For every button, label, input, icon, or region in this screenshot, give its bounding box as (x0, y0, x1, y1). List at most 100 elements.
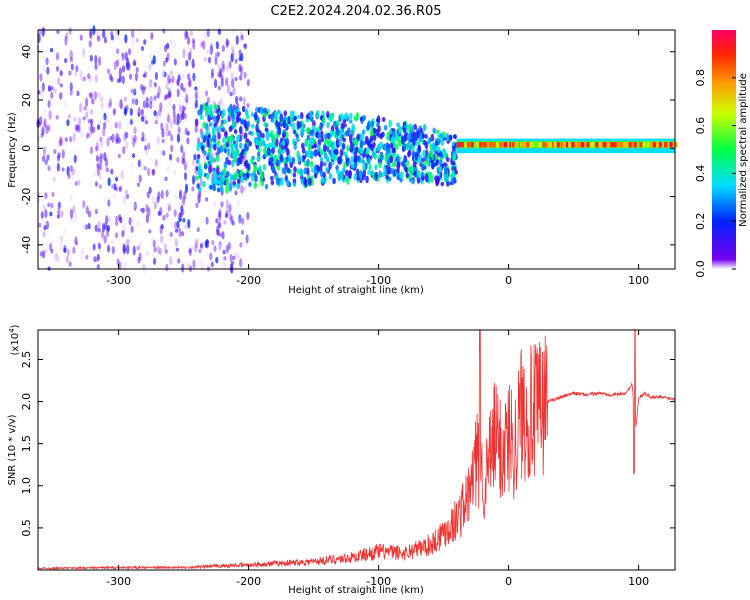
heatmap-cell (220, 74, 224, 81)
heatmap-cell (213, 78, 218, 89)
heatmap-cell (181, 263, 185, 273)
heatmap-cell (284, 141, 288, 150)
heatmap-cell (113, 128, 117, 138)
heatmap-cell (203, 57, 207, 62)
heatmap-cell (384, 164, 389, 169)
heatmap-cell (94, 74, 98, 83)
heatmap-cell (77, 179, 81, 186)
heatmap-cell (642, 142, 646, 148)
heatmap-cell (392, 152, 396, 157)
snr-x-axis: -300 -200 -100 0 100 (106, 330, 649, 588)
heatmap-cell (74, 236, 78, 245)
heatmap-cell (140, 108, 144, 116)
heatmap-cell (150, 108, 154, 118)
heatmap-cell (245, 172, 250, 178)
heatmap-cell (189, 220, 193, 226)
heatmap-cell (280, 176, 284, 186)
heatmap-cell (214, 51, 218, 60)
heatmap-cell (241, 217, 245, 225)
heatmap-cell (113, 183, 117, 191)
heatmap-cell (424, 134, 428, 139)
heatmap-cell (369, 135, 374, 140)
heatmap-cell (217, 64, 221, 72)
heatmap-cell (136, 221, 140, 227)
heatmap-cell (64, 144, 68, 152)
heatmap-cell (385, 142, 390, 150)
heatmap-cell (148, 81, 152, 86)
heatmap-cell (396, 161, 401, 171)
heatmap-cell (543, 142, 547, 148)
heatmap-cell (176, 156, 180, 163)
heatmap-cell (48, 84, 52, 93)
heatmap-cell (435, 129, 440, 135)
heatmap-cell (501, 142, 505, 148)
heatmap-cell (106, 244, 111, 253)
heatmap-cell (63, 103, 67, 112)
heatmap-cell (256, 132, 261, 141)
heatmap-cell (89, 146, 94, 155)
heatmap-cell (216, 51, 220, 57)
heatmap-cell (82, 76, 86, 82)
heatmap-cell (142, 100, 146, 109)
heatmap-cell (410, 179, 415, 184)
heatmap-x-tick-label: -300 (106, 274, 131, 287)
heatmap-y-tick-label: -40 (20, 236, 33, 254)
heatmap-cell (97, 221, 101, 228)
heatmap-cell (421, 157, 425, 163)
heatmap-cell (69, 208, 74, 219)
heatmap-cell (105, 215, 109, 224)
heatmap-cell (137, 256, 141, 264)
heatmap-cell (228, 212, 233, 221)
heatmap-cell (346, 145, 350, 152)
heatmap-cell (366, 121, 371, 130)
heatmap-cell (292, 172, 297, 178)
heatmap-cell (68, 261, 72, 267)
heatmap-cell (631, 142, 635, 148)
heatmap-cell (344, 112, 349, 120)
heatmap-cell (328, 161, 332, 170)
heatmap-cell (195, 158, 200, 165)
heatmap-cell (158, 37, 163, 46)
heatmap-cell (609, 142, 613, 148)
heatmap-cell (199, 178, 203, 187)
heatmap-cell (69, 136, 73, 143)
heatmap-cell (153, 117, 157, 125)
heatmap-cell (39, 251, 43, 257)
heatmap-cell (355, 112, 360, 121)
heatmap-cell (110, 239, 115, 244)
heatmap-cell (226, 135, 231, 142)
heatmap-cell (159, 235, 163, 245)
heatmap-cell (72, 132, 76, 143)
heatmap-cell (396, 168, 400, 174)
heatmap-cell (178, 130, 182, 138)
heatmap-cell (129, 187, 133, 197)
heatmap-cell (115, 34, 120, 41)
heatmap-cell (302, 155, 307, 160)
heatmap-cell (220, 174, 225, 183)
heatmap-cell (94, 54, 98, 65)
heatmap-cell (59, 92, 63, 100)
heatmap-cell (44, 209, 48, 219)
heatmap-cell (110, 184, 115, 190)
heatmap-cell (137, 111, 141, 118)
heatmap-cell (138, 244, 142, 249)
heatmap-cell (94, 33, 98, 39)
heatmap-cell (218, 232, 223, 237)
heatmap-cell (61, 167, 65, 172)
heatmap-cell (508, 142, 512, 148)
heatmap-cell (47, 124, 51, 135)
heatmap-cell (101, 115, 105, 121)
heatmap-cell (81, 77, 85, 82)
heatmap-cell (224, 235, 228, 246)
colorbar-tick-label: 0.6 (694, 117, 707, 135)
heatmap-cell (150, 235, 155, 246)
heatmap-cell (481, 142, 485, 148)
heatmap-cell (118, 67, 122, 78)
heatmap-cell (249, 157, 254, 165)
heatmap-cell (150, 32, 154, 40)
heatmap-frame (37, 29, 676, 270)
heatmap-cell (132, 88, 136, 94)
heatmap-cell (263, 112, 268, 118)
heatmap-cell (291, 122, 296, 131)
heatmap-cell (183, 113, 187, 120)
